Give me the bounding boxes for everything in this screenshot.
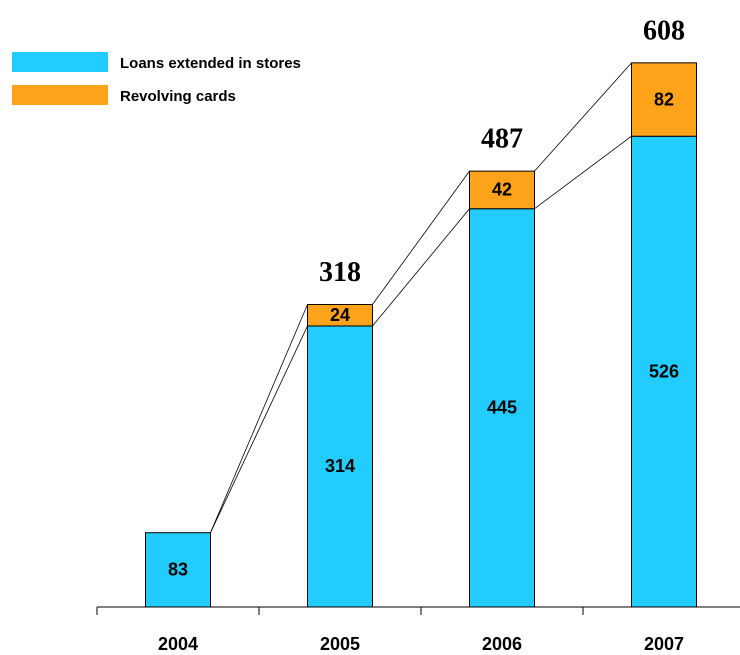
connector [372,208,470,327]
value-label: 42 [492,180,512,200]
connector [210,325,308,533]
value-label: 445 [487,398,517,418]
connector [534,135,632,210]
value-label: 314 [325,456,355,476]
legend-swatch [12,85,108,105]
bar-segment [469,208,535,608]
value-label: 24 [330,305,350,325]
bar-segment [631,135,697,608]
connector [534,62,632,172]
value-label: 83 [168,560,188,580]
legend-label: Revolving cards [120,88,236,105]
bar-segment [307,303,373,327]
value-label: 526 [649,361,679,381]
x-tick-label: 2004 [158,634,198,654]
legend-label: Loans extended in stores [120,55,301,72]
connector [210,304,308,533]
total-label: 318 [319,257,361,288]
bar-segment [469,170,535,210]
bar-segment [145,532,211,608]
total-label: 608 [643,15,685,46]
bar-segment [631,62,697,137]
total-label: 487 [481,124,523,155]
value-label: 82 [654,89,674,109]
legend-swatch [12,52,108,72]
x-tick-label: 2007 [644,634,684,654]
x-tick-label: 2006 [482,634,522,654]
bar-segment [307,325,373,608]
connector [372,170,470,305]
x-tick-label: 2005 [320,634,360,654]
